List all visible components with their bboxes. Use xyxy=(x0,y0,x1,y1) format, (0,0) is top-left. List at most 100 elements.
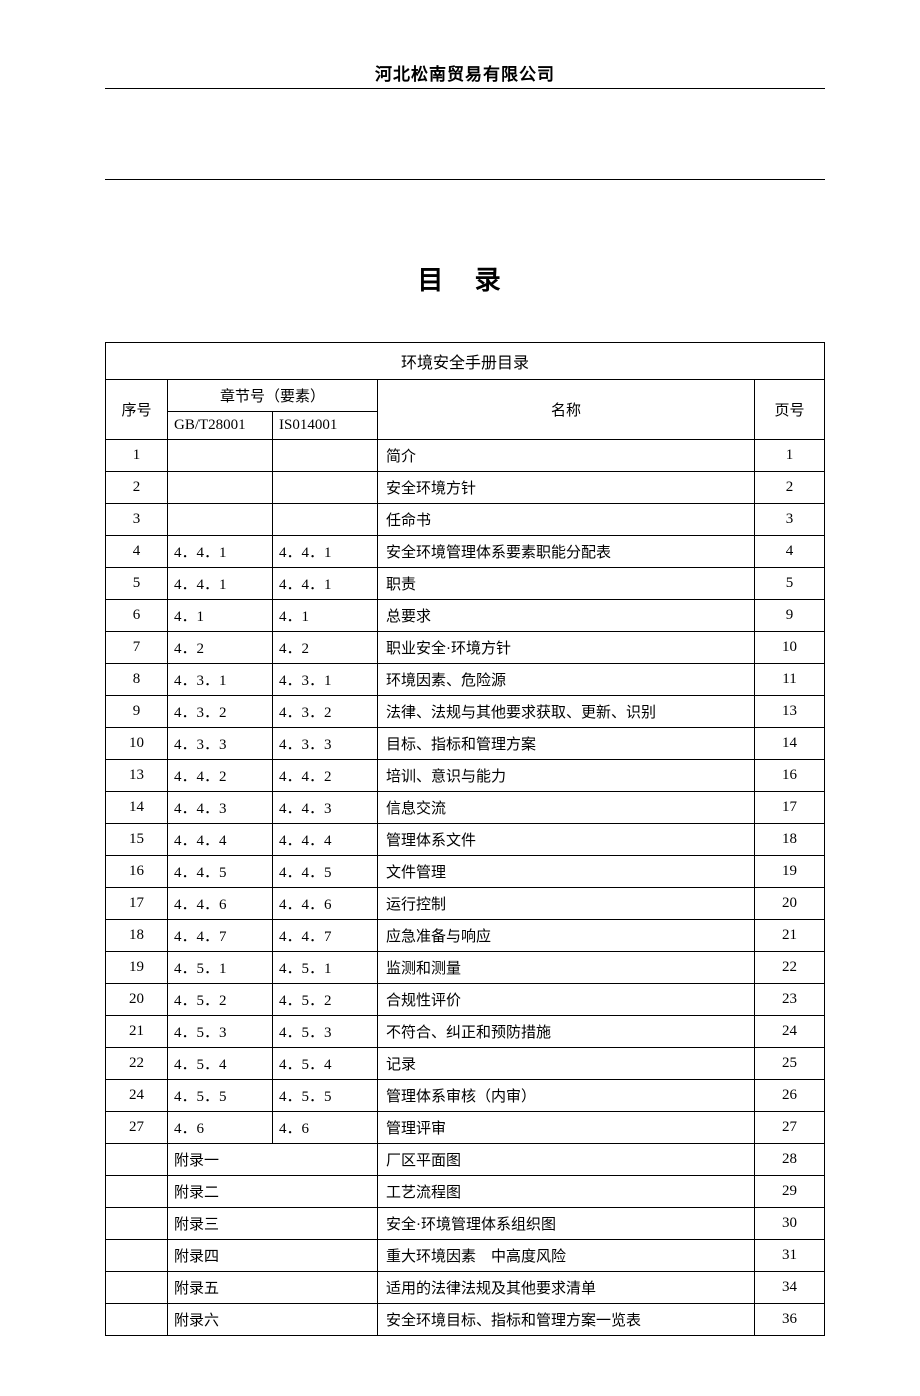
header-page: 页号 xyxy=(755,380,825,440)
cell-gb: 4．2 xyxy=(168,632,273,664)
cell-iso: 4．5．4 xyxy=(273,1048,378,1080)
cell-seq: 20 xyxy=(106,984,168,1016)
cell-iso: 4．4．4 xyxy=(273,824,378,856)
cell-page: 18 xyxy=(755,824,825,856)
cell-gb xyxy=(168,440,273,472)
cell-gb: 4．1 xyxy=(168,600,273,632)
cell-page: 14 xyxy=(755,728,825,760)
cell-page: 23 xyxy=(755,984,825,1016)
cell-gb: 4．5．5 xyxy=(168,1080,273,1112)
cell-seq: 15 xyxy=(106,824,168,856)
cell-page: 24 xyxy=(755,1016,825,1048)
appendix-row: 附录三安全·环境管理体系组织图30 xyxy=(106,1208,825,1240)
cell-iso: 4．6 xyxy=(273,1112,378,1144)
cell-iso: 4．4．2 xyxy=(273,760,378,792)
cell-appendix-label: 附录一 xyxy=(168,1144,378,1176)
cell-gb: 4．5．3 xyxy=(168,1016,273,1048)
cell-seq: 17 xyxy=(106,888,168,920)
cell-seq: 2 xyxy=(106,472,168,504)
cell-page: 28 xyxy=(755,1144,825,1176)
cell-page: 30 xyxy=(755,1208,825,1240)
cell-page: 36 xyxy=(755,1304,825,1336)
cell-seq xyxy=(106,1208,168,1240)
cell-iso: 4．5．1 xyxy=(273,952,378,984)
cell-page: 25 xyxy=(755,1048,825,1080)
cell-iso: 4．4．6 xyxy=(273,888,378,920)
cell-seq xyxy=(106,1240,168,1272)
cell-seq: 4 xyxy=(106,536,168,568)
cell-name: 管理体系审核（内审） xyxy=(378,1080,755,1112)
cell-seq: 13 xyxy=(106,760,168,792)
table-row: 244．5．54．5．5管理体系审核（内审）26 xyxy=(106,1080,825,1112)
cell-gb: 4．3．3 xyxy=(168,728,273,760)
cell-seq: 3 xyxy=(106,504,168,536)
cell-seq: 10 xyxy=(106,728,168,760)
cell-seq: 1 xyxy=(106,440,168,472)
cell-name: 应急准备与响应 xyxy=(378,920,755,952)
cell-seq: 22 xyxy=(106,1048,168,1080)
cell-seq: 24 xyxy=(106,1080,168,1112)
cell-page: 11 xyxy=(755,664,825,696)
cell-name: 信息交流 xyxy=(378,792,755,824)
document-page: 河北松南贸易有限公司 目 录 环境安全手册目录 序号 章节号（要素） 名称 页号… xyxy=(0,0,920,1396)
table-title-row: 环境安全手册目录 xyxy=(106,343,825,380)
cell-name: 厂区平面图 xyxy=(378,1144,755,1176)
cell-name: 安全环境目标、指标和管理方案一览表 xyxy=(378,1304,755,1336)
cell-name: 安全环境方针 xyxy=(378,472,755,504)
cell-appendix-label: 附录五 xyxy=(168,1272,378,1304)
cell-name: 任命书 xyxy=(378,504,755,536)
header-gb: GB/T28001 xyxy=(168,412,273,440)
cell-gb: 4．5．1 xyxy=(168,952,273,984)
cell-name: 总要求 xyxy=(378,600,755,632)
cell-appendix-label: 附录四 xyxy=(168,1240,378,1272)
header-seq: 序号 xyxy=(106,380,168,440)
cell-page: 13 xyxy=(755,696,825,728)
cell-page: 1 xyxy=(755,440,825,472)
cell-page: 34 xyxy=(755,1272,825,1304)
cell-seq xyxy=(106,1272,168,1304)
cell-seq: 16 xyxy=(106,856,168,888)
cell-iso: 4．5．5 xyxy=(273,1080,378,1112)
cell-gb: 4．5．2 xyxy=(168,984,273,1016)
cell-seq xyxy=(106,1176,168,1208)
table-row: 3任命书3 xyxy=(106,504,825,536)
table-row: 194．5．14．5．1监测和测量22 xyxy=(106,952,825,984)
toc-table: 环境安全手册目录 序号 章节号（要素） 名称 页号 GB/T28001 IS01… xyxy=(105,342,825,1336)
cell-page: 26 xyxy=(755,1080,825,1112)
page-header: 河北松南贸易有限公司 xyxy=(105,60,825,89)
cell-name: 运行控制 xyxy=(378,888,755,920)
cell-name: 管理体系文件 xyxy=(378,824,755,856)
cell-gb xyxy=(168,504,273,536)
table-row: 54．4．14．4．1职责5 xyxy=(106,568,825,600)
cell-gb: 4．4．5 xyxy=(168,856,273,888)
cell-iso: 4．3．2 xyxy=(273,696,378,728)
cell-page: 3 xyxy=(755,504,825,536)
cell-seq: 8 xyxy=(106,664,168,696)
cell-page: 17 xyxy=(755,792,825,824)
cell-iso: 4．2 xyxy=(273,632,378,664)
cell-gb: 4．4．4 xyxy=(168,824,273,856)
table-row: 74．24．2职业安全·环境方针10 xyxy=(106,632,825,664)
cell-iso xyxy=(273,440,378,472)
table-row: 64．14．1总要求9 xyxy=(106,600,825,632)
cell-iso: 4．4．7 xyxy=(273,920,378,952)
table-row: 174．4．64．4．6运行控制20 xyxy=(106,888,825,920)
table-row: 274．64．6管理评审27 xyxy=(106,1112,825,1144)
cell-name: 管理评审 xyxy=(378,1112,755,1144)
table-row: 214．5．34．5．3不符合、纠正和预防措施24 xyxy=(106,1016,825,1048)
table-row: 134．4．24．4．2培训、意识与能力16 xyxy=(106,760,825,792)
cell-page: 2 xyxy=(755,472,825,504)
cell-name: 工艺流程图 xyxy=(378,1176,755,1208)
cell-seq: 18 xyxy=(106,920,168,952)
cell-seq: 9 xyxy=(106,696,168,728)
cell-name: 合规性评价 xyxy=(378,984,755,1016)
cell-seq: 7 xyxy=(106,632,168,664)
cell-name: 不符合、纠正和预防措施 xyxy=(378,1016,755,1048)
cell-iso: 4．4．1 xyxy=(273,568,378,600)
cell-appendix-label: 附录三 xyxy=(168,1208,378,1240)
cell-gb: 4．4．6 xyxy=(168,888,273,920)
cell-seq xyxy=(106,1304,168,1336)
table-title: 环境安全手册目录 xyxy=(106,343,825,380)
document-title: 目 录 xyxy=(105,260,825,297)
cell-iso xyxy=(273,504,378,536)
